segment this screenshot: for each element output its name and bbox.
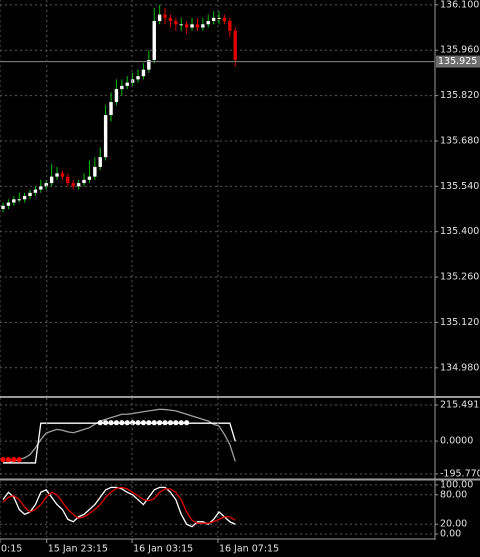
indicator-dot: [130, 420, 136, 426]
candle-body: [201, 24, 205, 28]
candle-body: [233, 30, 237, 60]
candle-body: [152, 21, 156, 60]
candle-body: [82, 179, 86, 184]
x-tick-label: 16 Jan 03:15: [133, 544, 193, 555]
y-tick-label: 215.4912: [440, 399, 480, 410]
candle-body: [12, 199, 16, 203]
candle-body: [163, 14, 167, 18]
candle-body: [206, 21, 210, 25]
candle-body: [217, 17, 221, 19]
indicator-dot: [108, 420, 114, 426]
candle-body: [184, 24, 189, 28]
y-tick-label: 134.980: [440, 362, 479, 373]
indicator-line: [2, 408, 236, 464]
candle-body: [179, 24, 183, 26]
candle-body: [76, 183, 81, 187]
indicator-dot: [97, 420, 103, 426]
candle-body: [6, 202, 11, 206]
y-tick-label: 80.00: [440, 489, 467, 500]
indicator-dot: [113, 420, 120, 426]
y-tick-label: 136.100: [440, 0, 479, 10]
candle-body: [130, 79, 135, 83]
x-tick-label: 0:15: [1, 544, 22, 555]
candle-body: [49, 176, 54, 184]
y-tick-label: -195.7707: [440, 469, 480, 480]
indicator-dot: [167, 420, 174, 426]
indicator-dot: [124, 420, 130, 426]
indicator-dot: [5, 457, 12, 463]
x-tick-label: 16 Jan 07:15: [219, 544, 279, 555]
y-tick-label: 135.820: [440, 90, 479, 101]
indicator-line: [3, 422, 236, 464]
y-tick-label: 135.260: [440, 272, 479, 283]
y-tick-label: 135.680: [440, 135, 479, 146]
candle-body: [109, 102, 113, 116]
y-tick-label: 0.00: [440, 529, 461, 540]
indicator-dot: [119, 420, 125, 426]
last-price-box: [436, 55, 480, 68]
y-tick-label: 100.00: [440, 479, 473, 490]
indicator-dot: [178, 420, 184, 426]
candle-body: [98, 157, 102, 167]
candle-body: [120, 85, 124, 90]
y-tick-label: 0.0000: [440, 436, 473, 447]
candle-body: [174, 21, 178, 25]
candle-body: [222, 17, 227, 22]
candle-body: [103, 115, 108, 158]
candle-body: [71, 183, 75, 187]
candle-body: [157, 14, 162, 22]
x-tick-label: 15 Jan 23:15: [48, 544, 108, 555]
indicator-line: [2, 486, 236, 524]
candle-body: [66, 176, 70, 184]
candle-body: [44, 183, 48, 187]
candle-body: [22, 196, 27, 200]
candle-body: [168, 17, 173, 22]
indicator-dot: [140, 420, 147, 426]
last-price-label: 135.925: [438, 56, 477, 67]
indicator-dot: [157, 420, 163, 426]
candle-body: [228, 21, 232, 31]
indicator-dot: [11, 457, 17, 463]
candle-body: [39, 186, 43, 190]
candle-body: [1, 205, 5, 210]
y-tick-label: 135.960: [440, 45, 479, 56]
y-tick-label: 135.400: [440, 226, 479, 237]
indicator-dot: [135, 420, 141, 426]
indicator-dot: [0, 457, 6, 463]
y-tick-label: 135.120: [440, 317, 479, 328]
candle-body: [195, 24, 200, 28]
candle-body: [136, 76, 140, 80]
candle-body: [211, 17, 216, 22]
candle-body: [87, 176, 92, 180]
indicator-dot: [16, 457, 22, 463]
indicator-dot: [146, 420, 152, 426]
indicator-dot: [162, 420, 168, 426]
indicator-dot: [173, 420, 179, 426]
y-tick-label: 20.00: [440, 519, 467, 530]
candle-body: [93, 166, 97, 177]
indicator-dot: [103, 420, 109, 426]
candle-body: [55, 173, 59, 177]
indicator-dot: [184, 420, 190, 426]
candle-body: [114, 89, 119, 103]
y-tick-label: 135.540: [440, 181, 479, 192]
candle-body: [147, 59, 151, 70]
candle-body: [17, 199, 21, 201]
candle-body: [190, 24, 194, 28]
candle-body: [60, 173, 65, 177]
candle-body: [125, 82, 129, 86]
candle-body: [28, 192, 32, 197]
candle-body: [33, 189, 38, 193]
candle-body: [141, 69, 146, 77]
indicator-dot: [151, 420, 157, 426]
